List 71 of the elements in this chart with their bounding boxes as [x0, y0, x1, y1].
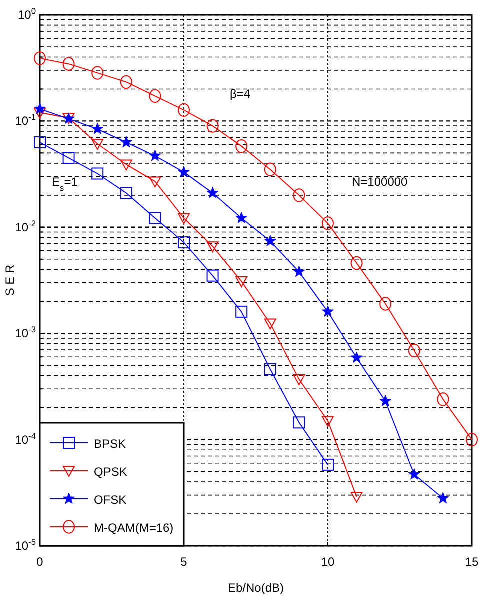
point	[206, 242, 219, 253]
y-tick-label: 10$^{-3}$	[15, 324, 36, 341]
point	[437, 392, 450, 406]
point	[236, 306, 248, 318]
point	[62, 57, 75, 71]
point	[350, 492, 363, 503]
point	[236, 140, 248, 154]
point	[120, 75, 132, 90]
point	[322, 306, 334, 318]
point	[293, 266, 306, 278]
point	[293, 188, 306, 202]
legend-label: BPSK	[94, 437, 126, 451]
point	[149, 176, 162, 188]
annotation: β=4	[230, 87, 251, 101]
y-tick-label: 10$^{0}$	[18, 6, 36, 22]
point	[178, 166, 190, 178]
x-tick-label: 10	[321, 555, 335, 569]
point	[380, 297, 392, 311]
point	[466, 432, 478, 447]
x-tick-label: 15	[465, 555, 479, 569]
point	[206, 119, 219, 133]
x-tick-label: 5	[180, 555, 188, 569]
point	[408, 468, 420, 480]
point	[437, 492, 450, 504]
point	[149, 89, 162, 104]
point	[264, 318, 276, 330]
point	[206, 270, 219, 282]
point	[178, 103, 190, 117]
point	[62, 152, 75, 164]
x-tick-label: 0	[36, 555, 44, 569]
point	[293, 374, 306, 386]
point	[120, 187, 132, 200]
point	[322, 216, 334, 230]
point	[264, 235, 276, 246]
point	[92, 122, 104, 134]
y-tick-label: 10$^{-2}$	[15, 218, 36, 234]
point	[34, 136, 46, 149]
point	[34, 52, 46, 66]
point	[293, 416, 306, 429]
point	[178, 236, 190, 249]
legend-label: QPSK	[94, 465, 128, 479]
point	[350, 352, 363, 364]
point	[34, 102, 46, 114]
point	[380, 395, 392, 406]
point	[178, 213, 190, 224]
x-axis-title: Eb/No(dB)	[228, 581, 284, 595]
point	[34, 108, 46, 119]
y-axis-title: S E R	[3, 264, 17, 296]
legend-label: OFSK	[94, 493, 127, 507]
point	[149, 212, 162, 224]
point	[236, 212, 248, 224]
point	[408, 344, 420, 358]
point	[149, 150, 162, 162]
annotation: E$_{s}$=1	[52, 175, 78, 193]
point	[236, 276, 248, 288]
point	[322, 458, 334, 471]
legend-label: M-QAM(M=16)	[94, 521, 174, 535]
point	[350, 256, 363, 270]
point	[92, 168, 104, 180]
y-tick-label: 10$^{-4}$	[15, 430, 36, 447]
point	[92, 66, 104, 80]
point	[264, 363, 276, 376]
point	[120, 160, 132, 171]
point	[120, 136, 132, 148]
point	[206, 186, 219, 198]
y-tick-label: 10$^{-1}$	[15, 112, 36, 128]
point	[92, 139, 104, 150]
annotation: N=100000	[352, 175, 408, 189]
point	[264, 162, 276, 176]
point	[322, 416, 334, 428]
y-tick-label: 10$^{-5}$	[15, 537, 36, 553]
